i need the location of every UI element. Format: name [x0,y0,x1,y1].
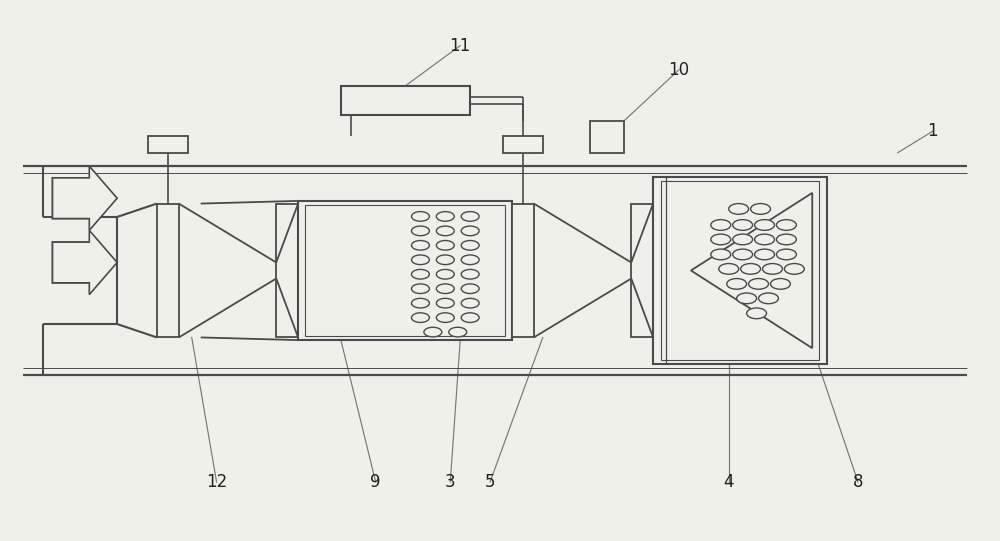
Circle shape [461,212,479,221]
Circle shape [727,279,747,289]
Bar [503,136,543,153]
Circle shape [719,263,739,274]
Polygon shape [691,193,812,348]
Polygon shape [53,230,117,295]
Bar [661,181,819,360]
Polygon shape [53,178,117,219]
Bar [148,136,188,153]
Circle shape [424,327,442,337]
Circle shape [411,313,429,322]
Bar [305,204,505,337]
Polygon shape [53,242,117,283]
Circle shape [770,279,790,289]
Text: 1: 1 [927,122,938,140]
Circle shape [411,269,429,279]
Circle shape [449,327,467,337]
Bar [276,203,298,338]
Circle shape [759,293,778,304]
Circle shape [461,241,479,250]
Circle shape [733,234,753,245]
Text: 4: 4 [723,473,734,491]
Circle shape [461,255,479,265]
Circle shape [784,263,804,274]
Circle shape [747,308,767,319]
Circle shape [749,279,769,289]
Bar [341,86,470,115]
Bar [298,201,512,340]
Circle shape [436,255,454,265]
Bar [653,177,827,364]
Polygon shape [53,166,117,230]
Circle shape [436,226,454,236]
Text: 11: 11 [450,37,471,55]
Circle shape [436,241,454,250]
Circle shape [755,249,774,260]
Circle shape [411,226,429,236]
Circle shape [411,241,429,250]
Bar [512,203,534,338]
Circle shape [461,298,479,308]
Text: 8: 8 [853,473,863,491]
Circle shape [737,293,757,304]
Circle shape [776,234,796,245]
Circle shape [711,249,731,260]
Circle shape [733,220,753,230]
Bar [631,203,653,338]
Text: 5: 5 [485,473,495,491]
Circle shape [729,203,749,214]
Circle shape [751,203,770,214]
Circle shape [711,220,731,230]
Circle shape [755,220,774,230]
Circle shape [461,269,479,279]
Circle shape [411,212,429,221]
Circle shape [411,255,429,265]
Circle shape [461,313,479,322]
Circle shape [436,284,454,294]
Text: 12: 12 [206,473,227,491]
Circle shape [436,269,454,279]
Text: 9: 9 [370,473,381,491]
Circle shape [461,284,479,294]
Bar [590,121,624,153]
Circle shape [733,249,753,260]
Circle shape [741,263,761,274]
Text: 10: 10 [668,61,690,78]
Circle shape [755,234,774,245]
Circle shape [776,249,796,260]
Circle shape [436,313,454,322]
Text: 3: 3 [445,473,456,491]
Circle shape [763,263,782,274]
Circle shape [436,212,454,221]
Bar [157,203,179,338]
Circle shape [711,234,731,245]
Circle shape [461,226,479,236]
Circle shape [411,284,429,294]
Circle shape [776,220,796,230]
Circle shape [411,298,429,308]
Circle shape [436,298,454,308]
